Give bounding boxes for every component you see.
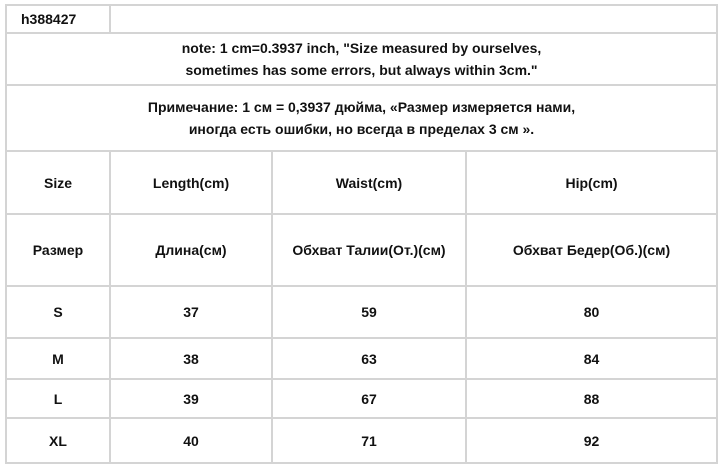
size-chart-table: h388427 note: 1 cm=0.3937 inch, "Size me…: [4, 4, 718, 464]
table-row: M 38 63 84: [5, 337, 718, 380]
table-row: L 39 67 88: [5, 378, 718, 419]
hip-cell: 92: [464, 417, 718, 464]
note-english: note: 1 cm=0.3937 inch, "Size measured b…: [4, 32, 718, 86]
table-row: XL 40 71 92: [5, 417, 718, 464]
note-ru-line: Примечание: 1 см = 0,3937 дюйма, «Размер…: [147, 99, 576, 115]
header-length-ru: Длина(см): [109, 213, 273, 287]
header-hip-ru: Обхват Бедер(Об.)(см): [464, 213, 718, 287]
empty-cell: [108, 4, 718, 34]
hip-cell: 88: [464, 378, 718, 419]
header-hip: Hip(cm): [464, 150, 718, 215]
waist-cell: 71: [271, 417, 467, 464]
header-length: Length(cm): [109, 150, 273, 215]
length-cell: 38: [109, 337, 273, 380]
waist-cell: 59: [271, 285, 467, 339]
product-code: h388427: [5, 4, 111, 34]
header-waist-ru: Обхват Талии(От.)(см): [271, 213, 467, 287]
header-size: Size: [5, 150, 111, 215]
hip-cell: 80: [464, 285, 718, 339]
header-row-ru: Размер Длина(см) Обхват Талии(От.)(см) О…: [5, 213, 718, 287]
length-cell: 37: [109, 285, 273, 339]
note-ru-line: иногда есть ошибки, но всегда в пределах…: [188, 121, 535, 137]
header-waist: Waist(cm): [271, 150, 467, 215]
size-cell: XL: [5, 417, 111, 464]
table-row: S 37 59 80: [5, 285, 718, 339]
note-en-line: sometimes has some errors, but always wi…: [185, 62, 538, 78]
length-cell: 39: [109, 378, 273, 419]
header-size-ru: Размер: [5, 213, 111, 287]
size-cell: M: [5, 337, 111, 380]
header-row-en: Size Length(cm) Waist(cm) Hip(cm): [5, 150, 718, 215]
note-russian: Примечание: 1 см = 0,3937 дюйма, «Размер…: [4, 84, 718, 152]
length-cell: 40: [109, 417, 273, 464]
size-cell: S: [5, 285, 111, 339]
note-en-line: note: 1 cm=0.3937 inch, "Size measured b…: [181, 40, 542, 56]
waist-cell: 67: [271, 378, 467, 419]
size-cell: L: [5, 378, 111, 419]
waist-cell: 63: [271, 337, 467, 380]
hip-cell: 84: [464, 337, 718, 380]
